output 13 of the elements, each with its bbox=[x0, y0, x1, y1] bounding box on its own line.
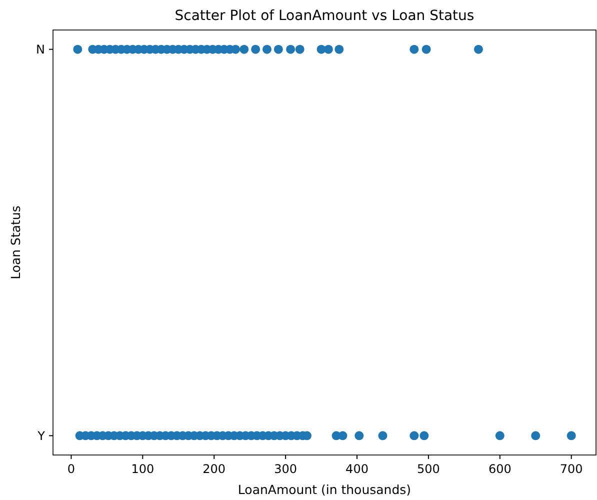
x-axis-title: LoanAmount (in thousands) bbox=[238, 482, 412, 497]
y-axis-title: Loan Status bbox=[8, 206, 23, 280]
x-tick-label: 300 bbox=[274, 462, 298, 476]
y-tick-label: Y bbox=[36, 428, 46, 443]
x-tick-label: 400 bbox=[346, 462, 368, 476]
text: Scatter Plot of LoanAmount vs Loan Status bbox=[174, 8, 474, 24]
y-tick-label: N bbox=[36, 42, 45, 57]
x-tick-label: 600 bbox=[488, 462, 512, 476]
x-tick-label: 200 bbox=[202, 462, 226, 476]
x-tick-label: 500 bbox=[417, 462, 440, 476]
x-tick-label: 700 bbox=[560, 462, 583, 476]
x-tick-label: 0 bbox=[67, 462, 76, 476]
x-tick-label: 100 bbox=[131, 462, 154, 476]
